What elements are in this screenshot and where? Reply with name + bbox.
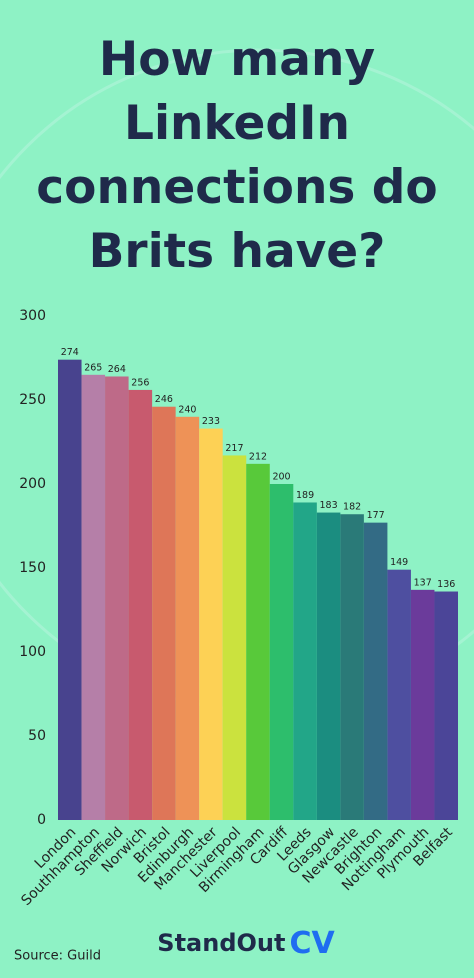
value-label: 189 — [296, 490, 314, 501]
y-tick-label: 250 — [19, 392, 46, 408]
value-label: 256 — [131, 377, 149, 388]
y-tick-label: 200 — [19, 476, 46, 492]
value-label: 217 — [225, 443, 243, 454]
value-label: 137 — [414, 577, 432, 588]
chart-title: How many LinkedIn connections do Brits h… — [36, 32, 438, 279]
value-label: 233 — [202, 416, 220, 427]
bar — [105, 376, 129, 820]
y-tick-label: 150 — [19, 560, 46, 576]
value-label: 265 — [84, 362, 102, 373]
bar — [175, 416, 200, 820]
value-label: 182 — [343, 502, 361, 513]
bar — [387, 569, 411, 820]
bar — [269, 484, 294, 820]
value-label: 246 — [155, 394, 173, 405]
bar — [199, 428, 223, 820]
bar — [434, 591, 458, 820]
bar — [363, 522, 388, 820]
value-label: 177 — [367, 510, 385, 521]
bar — [410, 589, 435, 820]
value-label: 212 — [249, 451, 267, 462]
bar — [293, 502, 317, 820]
y-tick-label: 100 — [19, 644, 46, 660]
bar — [58, 359, 82, 820]
value-label: 136 — [437, 579, 455, 590]
bar — [246, 463, 270, 820]
bar — [81, 374, 106, 820]
brand-name: StandOut — [157, 929, 285, 957]
value-label: 274 — [61, 347, 79, 358]
brand-cv: CV — [289, 926, 335, 961]
value-label: 264 — [108, 364, 126, 375]
source: Source: Guild — [14, 949, 101, 964]
value-label: 240 — [178, 404, 196, 415]
bar — [222, 455, 247, 820]
bar — [128, 389, 153, 820]
y-tick-label: 300 — [19, 308, 46, 324]
value-label: 183 — [320, 500, 338, 511]
bar — [340, 514, 364, 820]
brand: StandOut CV — [157, 926, 335, 961]
value-label: 149 — [390, 557, 408, 568]
value-label: 200 — [272, 472, 290, 483]
y-tick-label: 50 — [28, 728, 46, 744]
bar — [152, 406, 176, 820]
bar — [316, 512, 341, 820]
y-tick-label: 0 — [37, 812, 46, 828]
